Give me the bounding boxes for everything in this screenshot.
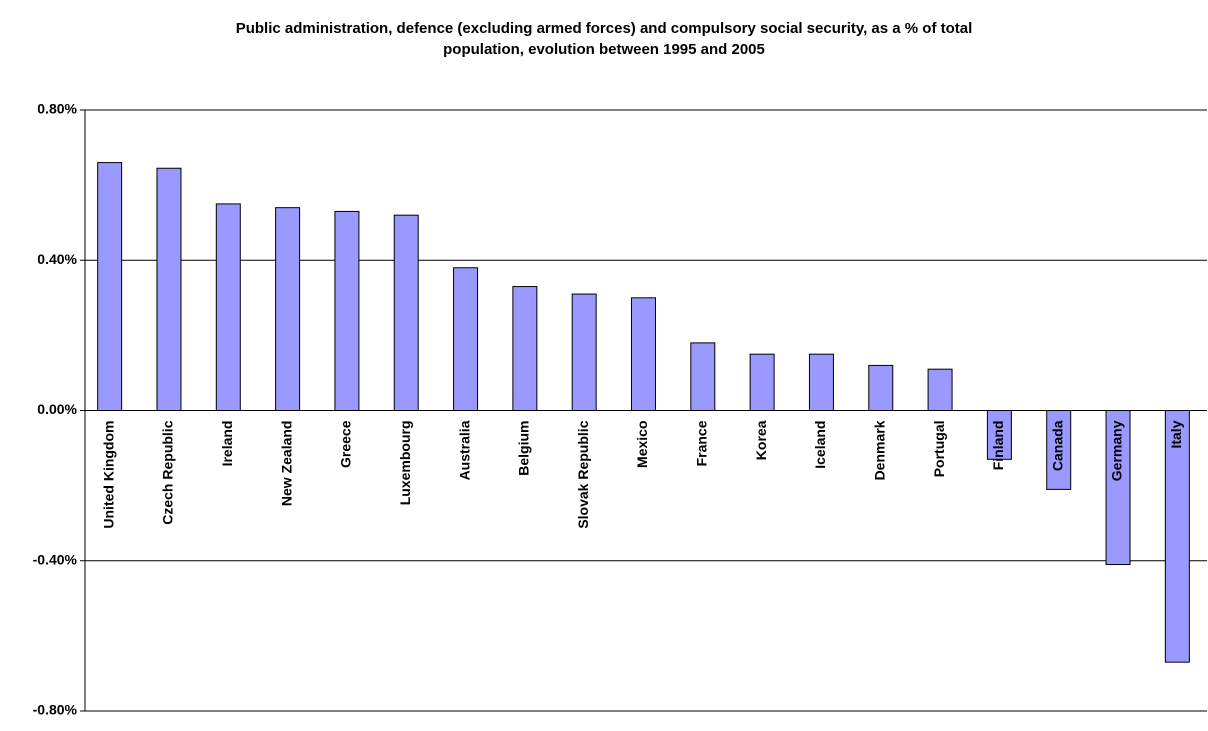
x-tick-label: Canada: [1049, 420, 1065, 471]
y-tick-label: 0.00%: [37, 401, 77, 417]
bar: [571, 293, 597, 411]
bar: [868, 364, 894, 411]
y-tick-label: 0.80%: [37, 101, 77, 117]
x-tick-label: Germany: [1109, 420, 1125, 481]
bar: [1105, 410, 1131, 566]
y-tick-label: -0.40%: [33, 551, 78, 567]
y-tick-label: -0.80%: [33, 702, 78, 718]
bar: [393, 214, 419, 411]
x-tick-label: Italy: [1168, 420, 1184, 448]
bar: [749, 353, 775, 411]
x-tick-label: New Zealand: [278, 421, 294, 507]
x-tick-label: Mexico: [634, 421, 650, 468]
bar: [156, 167, 182, 411]
bar: [453, 267, 479, 412]
bar: [631, 297, 656, 411]
x-tick-label: Finland: [990, 421, 1006, 471]
x-tick-label: Slovak Republic: [575, 420, 591, 528]
x-tick-label: Korea: [753, 420, 769, 460]
chart-title: Public administration, defence (excludin…: [235, 20, 973, 58]
bar: [275, 207, 301, 411]
x-tick-label: Greece: [338, 420, 354, 468]
bar: [334, 210, 360, 411]
bar: [927, 368, 953, 411]
x-tick-label: Ireland: [219, 421, 235, 467]
x-tick-label: Luxembourg: [397, 421, 413, 506]
x-tick-label: Belgium: [516, 421, 532, 476]
x-tick-label: France: [694, 420, 710, 466]
bar: [1046, 410, 1072, 490]
bar: [1164, 410, 1190, 663]
bar: [97, 162, 123, 411]
bar: [986, 410, 1012, 460]
bar: [690, 342, 716, 412]
x-tick-label: Czech Republic: [160, 420, 176, 524]
bar: [215, 203, 241, 411]
y-tick-label: 0.40%: [37, 251, 77, 267]
x-tick-label: Australia: [456, 420, 472, 480]
x-tick-label: Denmark: [871, 420, 887, 480]
x-tick-label: Portugal: [931, 421, 947, 478]
x-tick-label: United Kingdom: [100, 421, 116, 529]
x-tick-label: Iceland: [812, 421, 828, 469]
bar: [512, 286, 538, 412]
bar: [808, 353, 834, 411]
